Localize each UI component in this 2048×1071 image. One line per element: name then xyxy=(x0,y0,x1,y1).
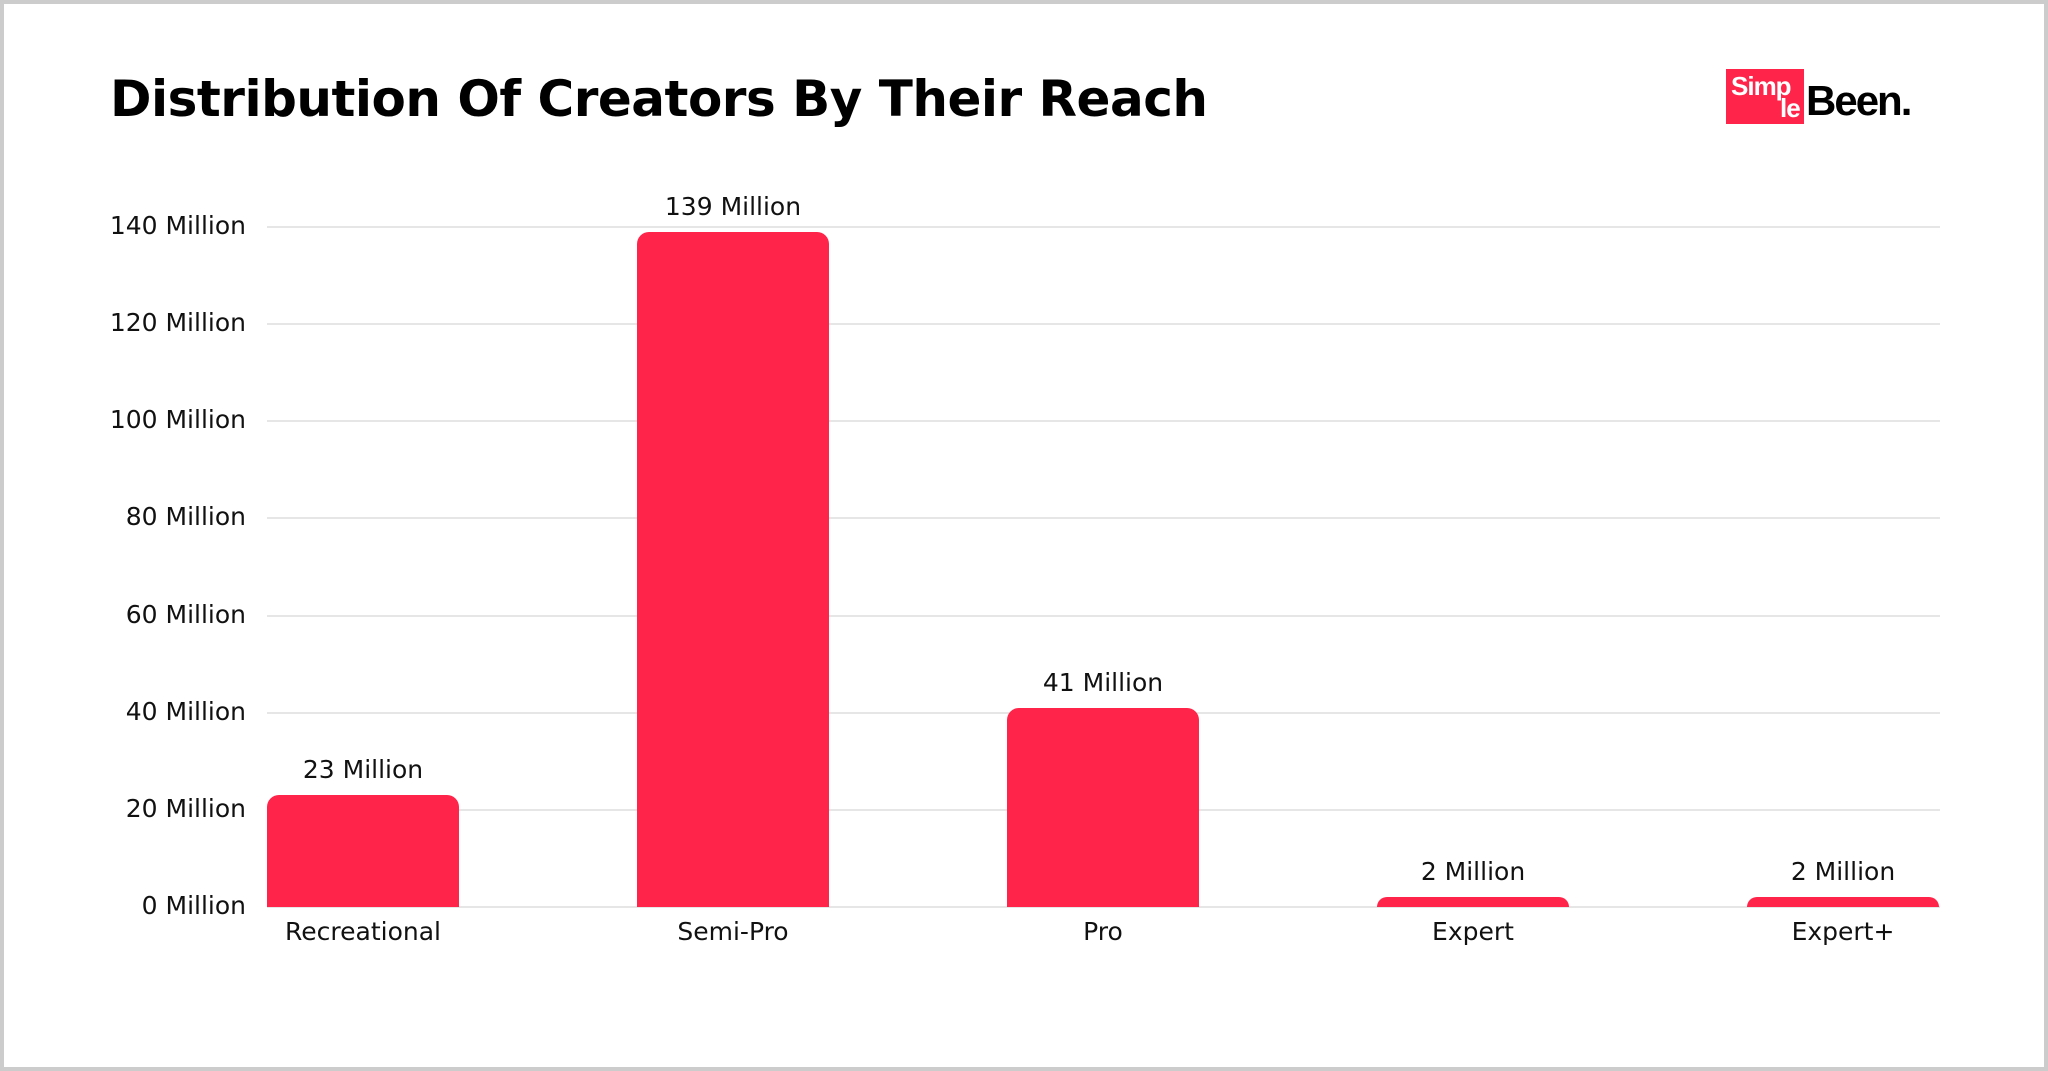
x-axis-category-label: Semi-Pro xyxy=(677,917,789,946)
logo-text-simp: Simp xyxy=(1731,71,1792,101)
bar-semi-pro xyxy=(637,231,829,907)
y-axis-tick-label: 100 Million xyxy=(109,405,246,435)
x-axis-category-label: Expert xyxy=(1432,917,1514,946)
bar-value-label: 41 Million xyxy=(1042,667,1164,697)
y-axis-tick-label: 20 Million xyxy=(125,793,246,823)
bar-pro xyxy=(1007,707,1199,907)
logo-text-le: le xyxy=(1780,93,1801,123)
gridline xyxy=(267,517,1940,520)
gridline xyxy=(267,323,1940,326)
x-axis-category-label: Pro xyxy=(1083,917,1123,946)
y-axis-tick-label: 40 Million xyxy=(125,696,246,726)
logo-text-been: Been. xyxy=(1806,77,1912,124)
bar-expert-plus xyxy=(1747,897,1939,907)
logo-red-box xyxy=(1726,69,1804,124)
y-axis-tick-label: 60 Million xyxy=(125,599,246,629)
gridline xyxy=(267,614,1940,617)
bar-value-label: 2 Million xyxy=(1790,857,1896,886)
y-axis-tick-label: 80 Million xyxy=(125,502,246,532)
y-axis-tick-label: 120 Million xyxy=(109,308,246,338)
y-axis-tick-label: 0 Million xyxy=(141,891,246,920)
gridline xyxy=(267,906,1940,908)
bar-recreational xyxy=(267,795,459,907)
bar-value-label: 2 Million xyxy=(1420,857,1526,886)
gridline xyxy=(267,420,1940,423)
y-axis-tick-label: 140 Million xyxy=(109,211,246,240)
bar-value-label: 23 Million xyxy=(302,755,424,785)
x-axis-category-label: Expert+ xyxy=(1791,917,1895,946)
bar-expert xyxy=(1377,897,1569,907)
gridline xyxy=(267,226,1940,228)
chart-title: Distribution Of Creators By Their Reach xyxy=(110,70,1208,128)
bar-value-label: 139 Million xyxy=(664,191,802,221)
x-axis-category-label: Recreational xyxy=(285,917,441,946)
